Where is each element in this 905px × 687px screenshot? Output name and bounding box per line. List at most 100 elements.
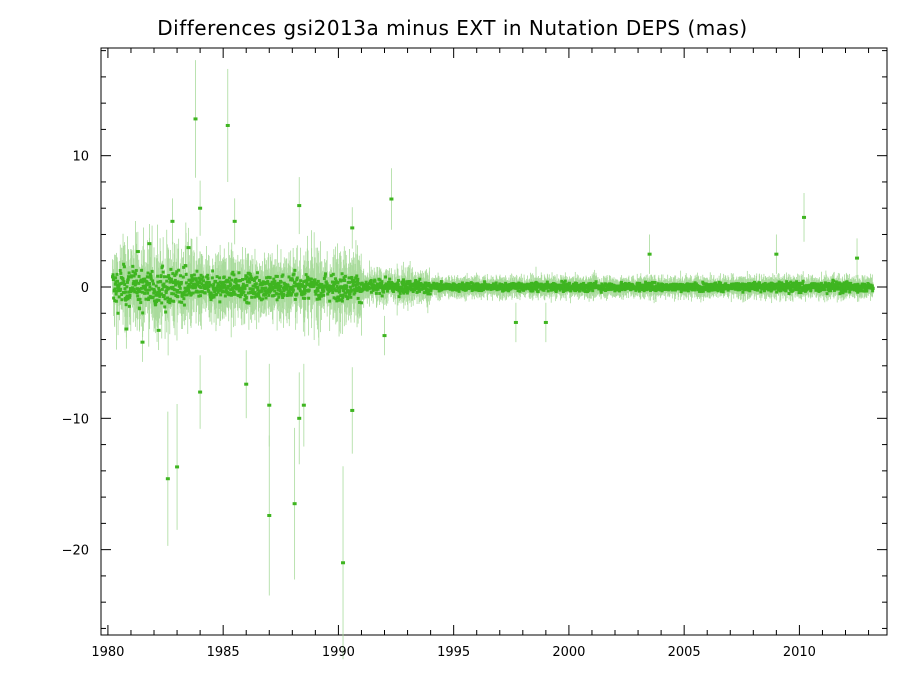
data-point: [175, 270, 179, 274]
data-point: [271, 282, 275, 286]
data-point: [147, 275, 151, 279]
data-point: [291, 288, 295, 292]
data-point: [154, 302, 158, 306]
data-point: [235, 287, 239, 291]
data-point: [212, 295, 216, 299]
data-point: [178, 286, 182, 290]
data-point: [413, 282, 417, 286]
data-point: [565, 282, 569, 286]
data-point: [211, 284, 215, 288]
data-point: [360, 281, 364, 285]
data-point: [513, 282, 517, 286]
data-point: [299, 279, 303, 283]
data-point: [702, 282, 706, 286]
data-point: [248, 287, 252, 291]
data-point: [328, 299, 332, 303]
data-point: [232, 290, 236, 294]
data-point: [303, 296, 307, 300]
data-point: [115, 283, 119, 287]
data-point: [197, 276, 201, 280]
data-point: [343, 278, 347, 282]
data-point: [415, 290, 419, 294]
data-point: [571, 285, 575, 289]
data-point: [330, 284, 334, 288]
data-point: [226, 286, 230, 290]
data-point: [701, 289, 705, 293]
data-point: [347, 289, 351, 293]
data-point: [190, 274, 194, 278]
data-point: [560, 279, 564, 283]
data-point: [151, 282, 155, 286]
data-point: [193, 282, 197, 286]
data-point: [242, 284, 246, 288]
data-point: [125, 294, 129, 298]
data-point: [579, 282, 583, 286]
data-point: [257, 278, 261, 282]
data-point: [179, 280, 183, 284]
data-point: [366, 283, 370, 287]
data-point: [323, 274, 327, 278]
data-point: [474, 288, 478, 292]
data-point: [487, 283, 491, 287]
data-point: [285, 286, 289, 290]
data-point: [140, 268, 144, 272]
data-point: [469, 281, 473, 285]
data-point: [171, 272, 175, 276]
data-point: [220, 284, 224, 288]
data-point: [324, 272, 328, 276]
data-point: [155, 298, 159, 302]
data-point: [623, 282, 627, 286]
data-point: [457, 289, 461, 293]
data-point: [136, 294, 140, 298]
data-point: [355, 274, 359, 278]
data-point: [163, 297, 167, 301]
data-point: [289, 293, 293, 297]
data-point: [518, 289, 522, 293]
data-point: [484, 283, 488, 287]
data-point: [354, 286, 358, 290]
data-point: [219, 281, 223, 285]
data-point: [198, 280, 202, 284]
data-point: [542, 288, 546, 292]
data-point: [291, 278, 295, 282]
data-point: [116, 286, 120, 290]
data-point: [594, 282, 598, 286]
data-point: [237, 284, 241, 288]
data-point: [151, 279, 155, 283]
data-point: [257, 294, 261, 298]
data-point: [121, 277, 125, 281]
data-point: [649, 286, 653, 290]
data-point: [199, 286, 203, 290]
data-point: [173, 278, 177, 282]
data-point: [532, 287, 536, 291]
data-point: [704, 282, 708, 286]
data-point: [146, 291, 150, 295]
data-point: [531, 289, 535, 293]
data-point: [371, 287, 375, 291]
data-point: [155, 300, 159, 304]
data-point: [229, 288, 233, 292]
data-point: [156, 274, 160, 278]
data-point: [384, 282, 388, 286]
data-point: [265, 276, 269, 280]
data-point: [183, 293, 187, 297]
data-point: [129, 287, 133, 291]
data-point: [139, 301, 143, 305]
data-point: [567, 281, 571, 285]
data-point: [125, 280, 129, 284]
data-point: [247, 301, 251, 305]
data-point: [569, 289, 573, 293]
data-point: [184, 281, 188, 285]
data-point: [164, 289, 168, 293]
data-point: [628, 284, 632, 288]
data-point: [187, 282, 191, 286]
data-point: [264, 286, 268, 290]
data-point: [234, 281, 238, 285]
data-point: [119, 287, 123, 291]
data-point: [320, 284, 324, 288]
data-point: [148, 285, 152, 289]
data-point: [325, 282, 329, 286]
data-point: [267, 275, 271, 279]
data-point: [335, 289, 339, 293]
data-point: [314, 292, 318, 296]
